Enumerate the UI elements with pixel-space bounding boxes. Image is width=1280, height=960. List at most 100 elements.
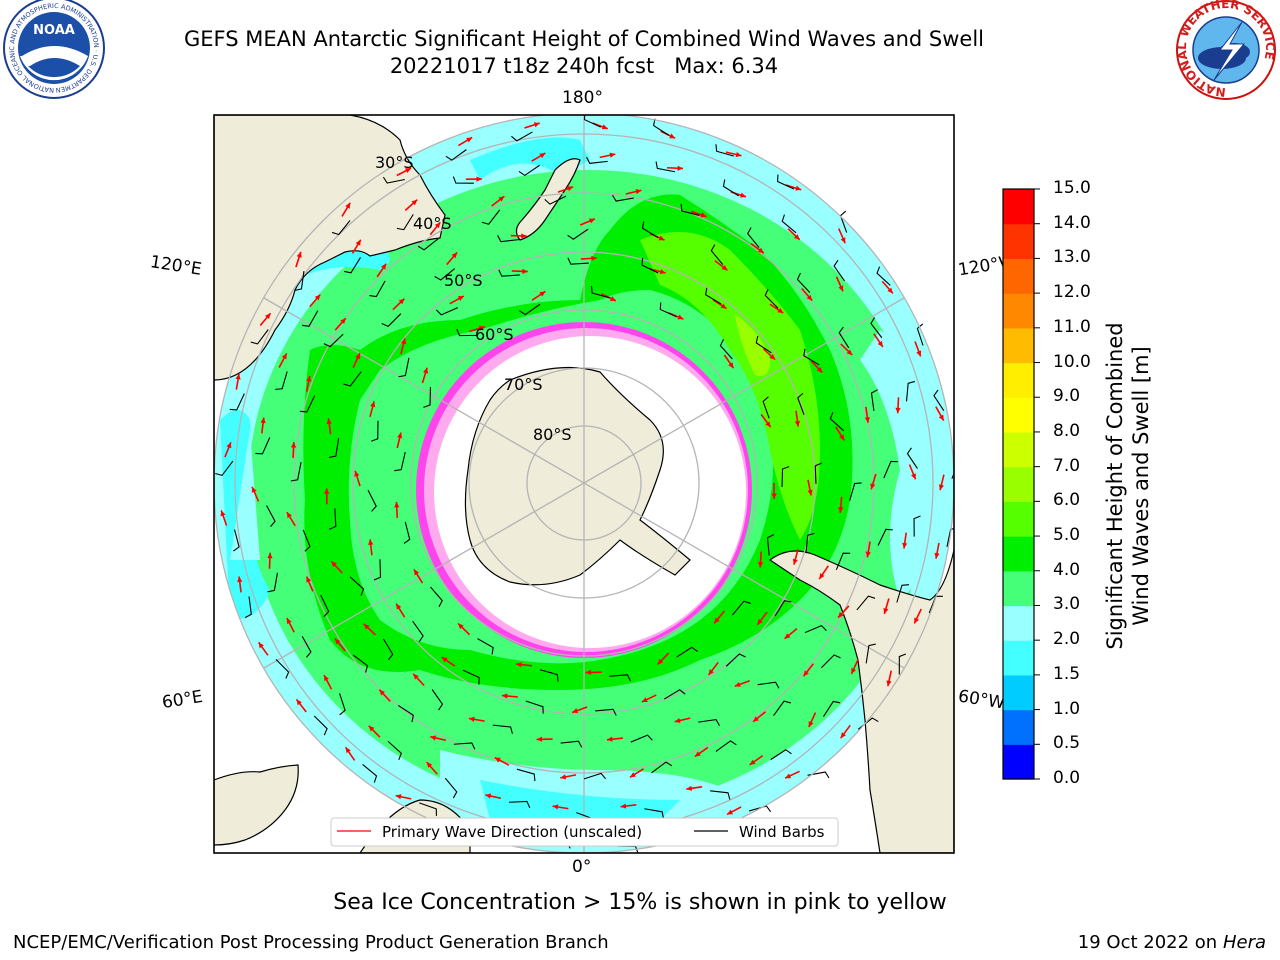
colorbar-tick-label: 3.0 [1053,594,1081,615]
wave-arrow-head [334,638,341,645]
wave-arrow-head [405,168,412,173]
wave-arrow-head [478,325,485,331]
wave-arrow-head [641,697,648,702]
wind-barb [462,669,480,685]
wind-barb [343,257,361,274]
wave-arrow-head [426,762,433,768]
colorbar-block [1003,397,1034,433]
wave-arrow-head [324,488,330,494]
colorbar-block [1003,258,1034,294]
wave-arrow-head [784,633,791,639]
wind-barb [343,371,362,387]
wave-arrow-head [468,716,475,722]
colorbar-block [1003,189,1034,225]
chart-title: GEFS MEAN Antarctic Significant Height o… [183,27,985,51]
wind-barb [590,285,610,299]
colorbar-tick-label: 8.0 [1053,420,1081,441]
wind-barb [567,228,589,240]
wave-arrow-head [938,414,944,421]
south-america [768,549,954,853]
wave-arrow-head [794,420,801,427]
wave-arrow-head [296,699,302,706]
wave-arrow-head [777,307,784,314]
wind-barb [215,460,234,477]
colorbar-label: Significant Height of Combined Wind Wave… [1103,322,1153,650]
wind-barb [595,708,617,716]
lat-label-60s: 60°S [475,325,514,344]
wind-barb [320,595,330,617]
wind-barb [804,624,827,634]
colorbar-tick-label: 11.0 [1053,316,1091,337]
wind-barb [583,772,606,780]
wave-arrow-head [476,176,482,182]
lat-label-30s: 30°S [375,153,414,172]
wave-arrow-head [296,251,302,258]
colorbar-tick-label: 0.0 [1053,768,1081,788]
wave-arrow-head [934,552,940,559]
wave-arrow-head [735,151,742,158]
wind-barb [250,329,269,345]
wave-arrow-head [864,417,870,423]
wave-arrow-head [379,689,385,696]
wave-arrow-head [306,375,312,382]
wave-arrow-head [803,670,809,677]
wave-arrow-head [609,152,616,158]
wind-barb [444,777,458,799]
colorbar-tick-label: 5.0 [1053,525,1081,546]
lat-label-40s: 40°S [413,214,452,233]
wave-arrow-head [345,747,351,754]
colorbar-tick-label: 1.5 [1053,663,1081,684]
wave-arrow-head [572,708,579,714]
wind-barb [516,768,536,782]
wave-arrow-head [326,418,332,425]
wave-arrow-head [414,569,420,576]
wave-arrow-head [355,239,361,246]
wind-barb [398,357,410,378]
wind-barb [349,576,365,596]
wind-barb [431,689,444,711]
wind-barb [323,333,344,348]
wind-barb [870,317,883,339]
wave-arrow-head [235,373,241,380]
wave-arrow-head [567,186,574,192]
wave-arrow-head [700,212,707,218]
colorbar-tick-label: 6.0 [1053,490,1081,511]
wave-arrow-head [451,252,458,259]
wave-arrow-head [757,247,764,254]
wave-arrow-head [757,562,764,568]
colorbar-block [1003,744,1034,780]
wind-barb [856,595,876,611]
colorbar-block [1003,570,1034,607]
wind-barb [329,508,337,530]
africa [214,764,299,846]
wind-barb [762,396,770,419]
wave-arrow-head [659,269,666,275]
wave-arrow-head [785,773,792,779]
wind-barb [823,700,841,717]
wind-barb [492,724,513,734]
antarctica [464,366,691,586]
wind-barb [609,674,631,682]
wind-barb [705,287,722,305]
wind-barb [301,635,312,658]
wind-barb [275,658,290,679]
wave-arrow-head [674,717,681,724]
wind-barb [508,800,531,809]
wave-arrow-head [485,793,492,799]
wind-barb [369,280,386,298]
wind-barb [764,288,779,309]
wind-barb [807,771,830,779]
wind-barb [755,335,772,354]
wave-arrow-head [441,657,448,663]
noaa-logo: NOAA NATIONAL OCEANIC AND ATMOSPHERIC AD… [0,0,105,99]
wave-arrow-head [757,618,763,625]
wave-arrow-head [395,794,402,800]
wave-arrow-head [220,510,226,517]
wave-arrow-head [458,623,464,630]
wave-arrow-head [398,298,405,305]
wind-barb [770,749,792,761]
wind-barb [397,705,414,723]
wave-arrow-head [792,558,798,565]
wind-barb [233,529,240,552]
lon-label-0: 0° [572,857,592,877]
